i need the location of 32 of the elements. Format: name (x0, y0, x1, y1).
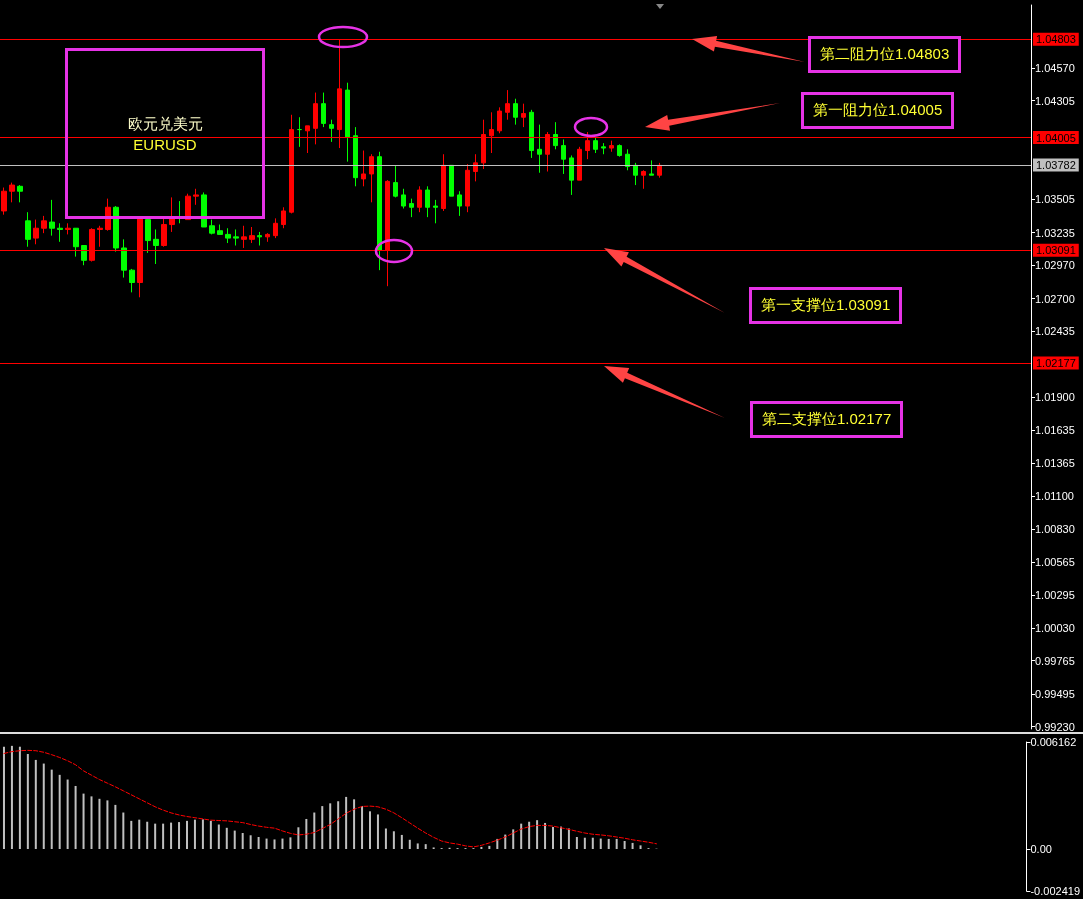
y-tick-label: 1.01100 (1035, 489, 1074, 502)
text: EURUSD (133, 134, 197, 155)
y-tick-label: 0.99495 (1035, 687, 1075, 700)
text: 欧元兑美元 (127, 113, 203, 134)
y-tick-label: 1.03235 (1035, 226, 1075, 239)
y-tick-label: 1.02435 (1035, 325, 1075, 338)
y-tick-label: 1.01365 (1035, 457, 1075, 470)
annotation: 第二支撑位1.02177 (750, 401, 904, 438)
annotation: 第一支撑位1.03091 (749, 287, 903, 324)
annotation: 第二阻力位1.04803 (808, 36, 962, 73)
annotation: 第一阻力位1.04005 (801, 92, 955, 129)
y-tick-label: 1.02970 (1035, 259, 1075, 272)
ref-line-label: 1.04005 (1036, 131, 1076, 144)
ref-line-label: 1.03091 (1036, 244, 1076, 257)
y-tick-label: 0.99765 (1035, 654, 1075, 667)
y-tick-label: 1.00565 (1035, 555, 1075, 568)
y-tick-label: 1.04570 (1035, 61, 1075, 74)
y-tick-label: 0.00 (1030, 843, 1052, 855)
ref-line-label: 1.04803 (1036, 33, 1076, 46)
y-tick-label: 1.04305 (1035, 94, 1075, 107)
y-tick-label: 1.00830 (1035, 523, 1075, 536)
y-tick-label: 1.01900 (1035, 391, 1075, 404)
y-tick-label: 0.99230 (1035, 720, 1075, 733)
ref-line-label: 1.03782 (1036, 159, 1076, 172)
y-tick-label: 1.02700 (1035, 292, 1075, 305)
ref-line-label: 1.02177 (1036, 357, 1076, 370)
y-tick-label: 1.03505 (1035, 193, 1075, 206)
y-tick-label: 1.00295 (1035, 589, 1075, 602)
y-tick-label: 1.00030 (1035, 621, 1075, 634)
y-tick-label: 1.01635 (1035, 423, 1075, 436)
y-tick-label: -0.002419 (1030, 885, 1080, 897)
y-tick-label: 0.006162 (1030, 736, 1077, 748)
